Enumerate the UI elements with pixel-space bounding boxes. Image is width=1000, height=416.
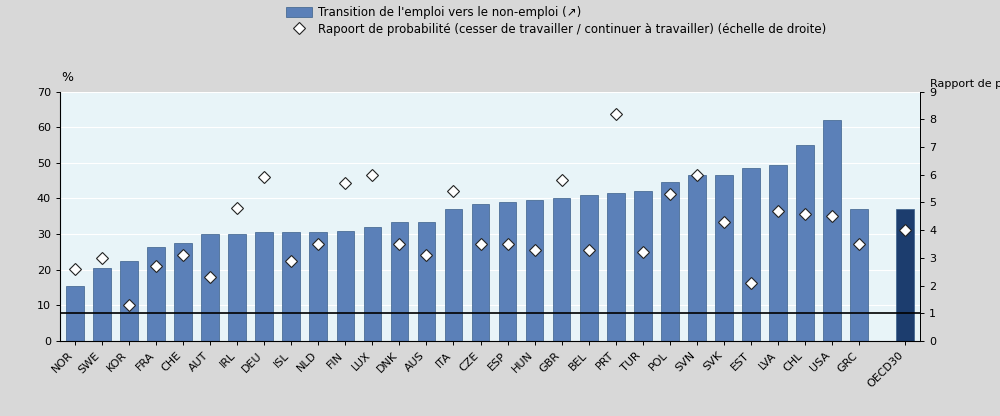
Bar bbox=[228, 234, 246, 341]
Bar bbox=[418, 222, 435, 341]
Bar bbox=[499, 202, 516, 341]
Bar bbox=[896, 209, 914, 341]
Bar bbox=[526, 200, 543, 341]
Bar bbox=[337, 230, 354, 341]
Bar bbox=[607, 193, 625, 341]
Bar bbox=[282, 233, 300, 341]
Bar bbox=[580, 195, 598, 341]
Bar bbox=[66, 286, 84, 341]
Bar bbox=[553, 198, 570, 341]
Bar bbox=[634, 191, 652, 341]
Bar bbox=[823, 120, 841, 341]
Bar bbox=[661, 183, 679, 341]
Bar bbox=[93, 268, 111, 341]
Bar bbox=[201, 234, 219, 341]
Bar bbox=[796, 145, 814, 341]
Bar bbox=[742, 168, 760, 341]
Bar bbox=[769, 165, 787, 341]
Text: Rapport de probabilité: Rapport de probabilité bbox=[930, 79, 1000, 89]
Legend: Transition de l'emploi vers le non-emploi (↗), Rapoort de probabilité (cesser de: Transition de l'emploi vers le non-emplo… bbox=[286, 6, 826, 36]
Bar bbox=[255, 233, 273, 341]
Text: %: % bbox=[61, 72, 73, 84]
Bar bbox=[147, 247, 165, 341]
Bar bbox=[174, 243, 192, 341]
Bar bbox=[391, 222, 408, 341]
Bar bbox=[850, 209, 868, 341]
Bar bbox=[364, 227, 381, 341]
Bar bbox=[472, 204, 489, 341]
Bar bbox=[120, 261, 138, 341]
Bar bbox=[309, 233, 327, 341]
Bar bbox=[715, 175, 733, 341]
Bar bbox=[688, 175, 706, 341]
Bar bbox=[445, 209, 462, 341]
